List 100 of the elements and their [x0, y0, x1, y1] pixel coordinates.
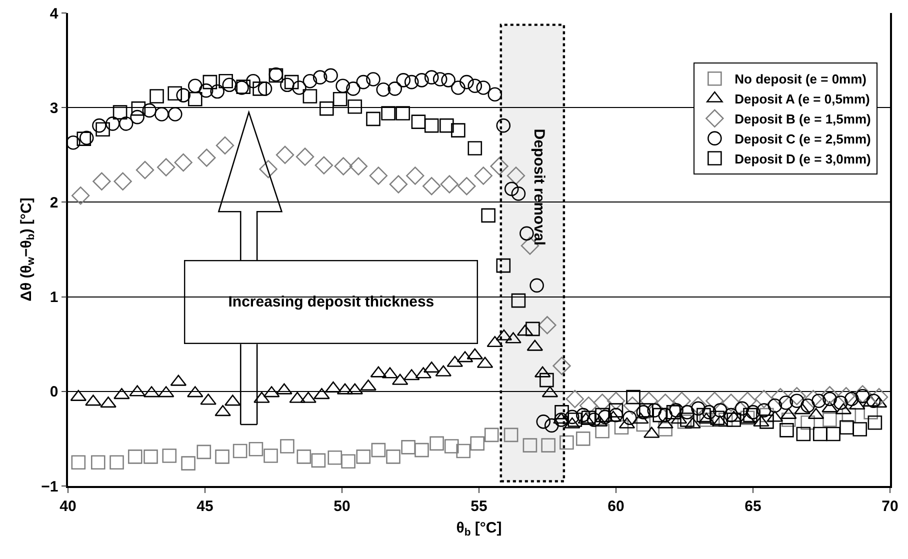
point [743, 408, 758, 422]
point [114, 172, 132, 190]
point [870, 388, 888, 406]
point [259, 160, 278, 178]
legend-label: Deposit C (e = 2,5mm) [734, 131, 871, 146]
point [526, 322, 540, 336]
point [406, 166, 424, 185]
point [854, 385, 872, 404]
x-axis-title: θ$_{b}$ [°C] [456, 519, 502, 538]
point [458, 177, 476, 196]
point [386, 450, 400, 464]
point [168, 86, 182, 101]
point [822, 412, 837, 427]
point [296, 450, 312, 464]
point [470, 436, 485, 451]
point [264, 448, 278, 463]
point [356, 450, 371, 464]
point [722, 394, 740, 412]
point [677, 414, 692, 429]
point [796, 426, 811, 442]
point [369, 166, 388, 185]
point [328, 450, 342, 465]
point [314, 156, 334, 174]
point [284, 74, 299, 90]
point [96, 122, 110, 137]
point [552, 356, 571, 375]
point [76, 132, 92, 146]
point [430, 436, 444, 451]
point [540, 372, 554, 388]
point [484, 428, 499, 442]
point [144, 450, 158, 464]
point [738, 392, 757, 410]
point [680, 412, 694, 427]
point [451, 123, 466, 138]
y-tick-label: 3 [50, 100, 58, 117]
point [490, 157, 508, 176]
point [522, 438, 538, 452]
point [112, 105, 128, 120]
y-tick-label: 0 [50, 384, 58, 401]
point [658, 422, 672, 436]
point [506, 166, 526, 185]
point [366, 112, 380, 126]
point [381, 106, 396, 120]
legend-label: No deposit (e = 0mm) [734, 72, 866, 87]
point [608, 403, 624, 418]
point [156, 158, 176, 176]
x-tick-label: 50 [334, 498, 350, 515]
point [581, 410, 596, 426]
y-tick-label: 1 [50, 289, 58, 306]
x-tick-label: 55 [470, 498, 488, 515]
point [696, 408, 711, 422]
point [852, 422, 868, 436]
point [652, 408, 667, 422]
point [689, 396, 708, 415]
point [371, 442, 386, 458]
point [440, 118, 454, 133]
point [320, 101, 334, 116]
point [444, 439, 459, 454]
x-tick-label: 65 [744, 498, 762, 515]
point [504, 428, 518, 442]
point [706, 392, 724, 410]
legend-label: Deposit A (e = 0,5mm) [734, 92, 870, 107]
point [837, 387, 856, 406]
y-tick-label: 4 [50, 5, 59, 22]
point [332, 92, 348, 106]
point [771, 388, 790, 406]
point [198, 148, 216, 167]
point [414, 442, 429, 458]
point [174, 153, 192, 172]
point [150, 89, 164, 104]
point [302, 89, 318, 104]
point [218, 74, 233, 88]
point [623, 396, 642, 415]
x-tick-label: 40 [60, 498, 76, 515]
point [311, 453, 326, 468]
point [481, 208, 496, 223]
point [90, 455, 106, 470]
point [456, 444, 471, 458]
point [626, 390, 640, 404]
point [636, 417, 651, 432]
point [341, 454, 356, 469]
point [638, 403, 654, 418]
legend-label: Deposit D (e = 3,0mm) [734, 151, 871, 166]
band-label: Deposit removal [530, 128, 548, 246]
point [672, 392, 691, 410]
y-tick-label: −1 [41, 478, 58, 496]
point [468, 141, 482, 156]
point [868, 415, 882, 430]
point [496, 258, 511, 273]
point [820, 386, 839, 404]
point [72, 186, 90, 205]
point [424, 118, 439, 133]
point [401, 440, 416, 454]
point [196, 444, 212, 460]
point [593, 394, 612, 412]
point [474, 166, 492, 185]
point [781, 412, 796, 427]
point [128, 450, 142, 464]
point [396, 106, 410, 120]
point [131, 101, 146, 116]
